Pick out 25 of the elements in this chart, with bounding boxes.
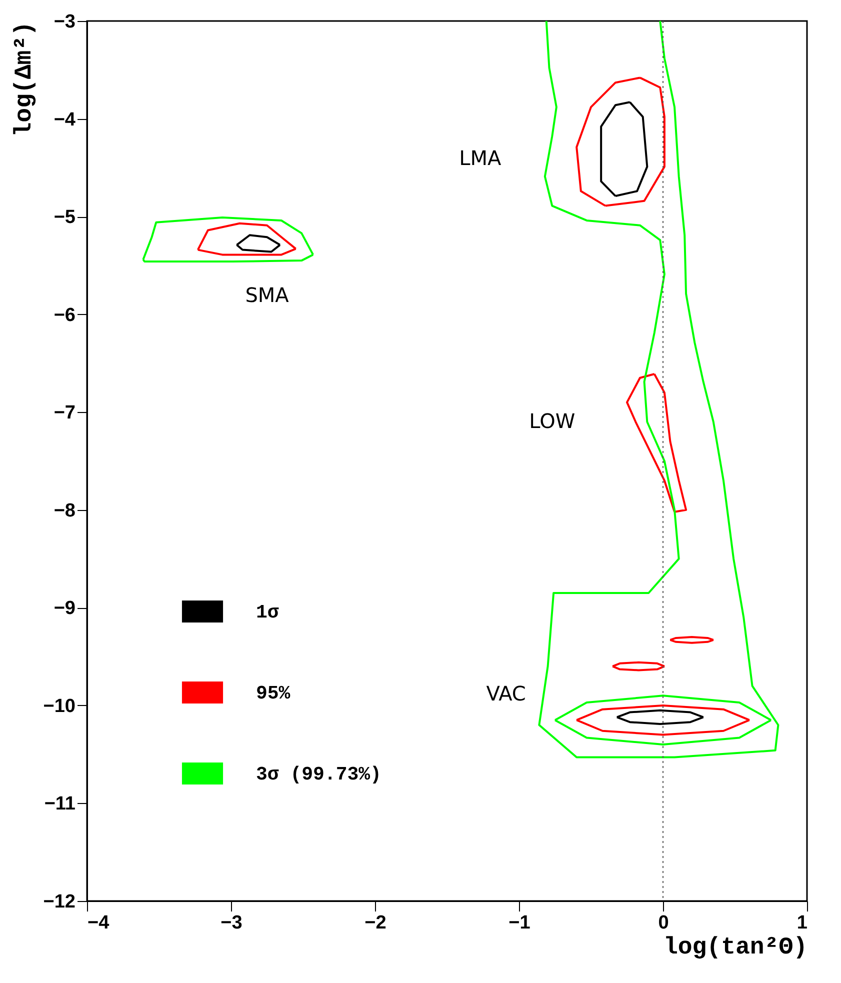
y-tick-label: −12	[43, 892, 76, 912]
annotation: VAC	[486, 682, 526, 706]
x-tick-label: −2	[364, 912, 386, 934]
y-tick-label: −11	[44, 794, 76, 815]
y-tick-label: −8	[54, 500, 76, 522]
x-tick-label: −4	[88, 912, 110, 934]
y-tick-label: −9	[54, 598, 76, 620]
annotation: LMA	[459, 146, 502, 170]
legend-label: 3σ (99.73%)	[256, 764, 382, 786]
y-tick-label: −10	[43, 696, 76, 717]
y-axis-title: log(Δm²)	[11, 22, 38, 137]
y-tick-label: −6	[54, 304, 76, 326]
y-tick-label: −3	[54, 12, 76, 32]
legend-label: 1σ	[256, 602, 280, 624]
annotation: LOW	[529, 408, 576, 433]
x-tick-label: −3	[220, 912, 242, 934]
x-tick-label: −1	[508, 912, 531, 934]
y-tick-label: −7	[54, 402, 76, 424]
x-tick-label: 0	[658, 912, 669, 934]
y-tick-label: −5	[54, 207, 76, 228]
legend-label: 95%	[256, 682, 291, 704]
y-tick-label: −4	[54, 109, 76, 130]
x-tick-label: 1	[796, 912, 808, 934]
x-axis-title: log(tan²Θ)	[663, 934, 808, 962]
annotation: SMA	[245, 282, 290, 307]
